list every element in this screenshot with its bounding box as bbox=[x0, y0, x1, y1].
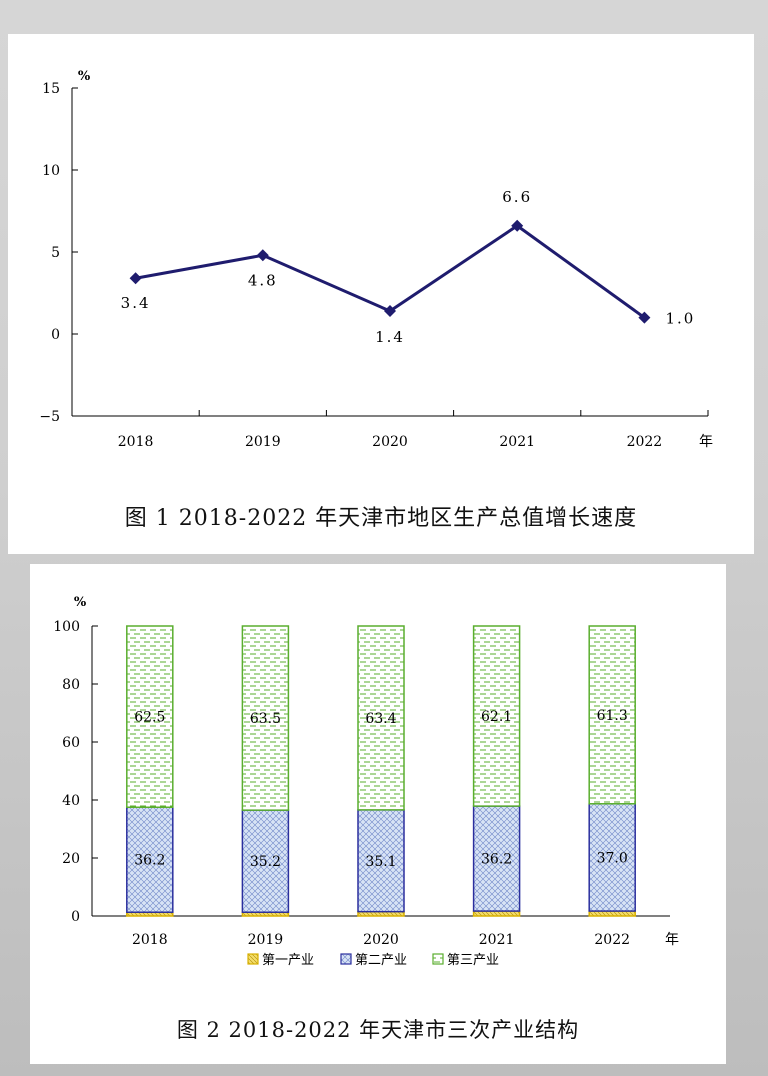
segment-value-label: 61.3 bbox=[597, 708, 628, 724]
data-label: 3.4 bbox=[121, 294, 151, 312]
segment-value-label: 35.2 bbox=[250, 854, 281, 870]
data-point-marker bbox=[256, 249, 269, 262]
legend-swatch bbox=[247, 953, 259, 965]
bar-segment-tertiary bbox=[357, 625, 405, 811]
industry-structure-stacked-bar-chart: % 年 100 80 60 40 20 0 2018 2019 2020 2021 2022 36.2 62… bbox=[53, 595, 679, 968]
segment-value-label: 62.5 bbox=[134, 710, 165, 726]
x-tick-label: 2019 bbox=[248, 932, 284, 948]
y-tick-label: 80 bbox=[62, 677, 80, 693]
y-tick-label: 100 bbox=[53, 619, 80, 635]
gdp-growth-line-chart: % 年 15 10 5 0 −5 2018 2019 2020 2021 2022 3.4 4.8 1.4 6… bbox=[39, 69, 713, 450]
bar-segment-secondary bbox=[588, 803, 636, 912]
data-label: 4.8 bbox=[248, 271, 278, 289]
x-tick-label: 2020 bbox=[363, 932, 399, 948]
y-tick-label: −5 bbox=[39, 409, 60, 425]
legend-swatch bbox=[340, 953, 352, 965]
data-point-marker bbox=[384, 305, 396, 318]
bar-segment-secondary bbox=[472, 805, 521, 912]
growth-line bbox=[135, 223, 646, 319]
x-unit-label: 年 bbox=[665, 932, 679, 948]
segment-value-label: 36.2 bbox=[481, 852, 512, 868]
y-tick-label: 60 bbox=[62, 735, 80, 751]
bar-segment-tertiary bbox=[588, 625, 636, 805]
y-tick-label: 40 bbox=[62, 793, 80, 809]
data-point-marker bbox=[638, 311, 651, 324]
x-tick-label: 2021 bbox=[499, 434, 535, 450]
x-tick-label: 2020 bbox=[372, 434, 408, 450]
data-point-marker bbox=[129, 272, 142, 285]
y-unit-label: % bbox=[78, 69, 91, 84]
data-label: 1.0 bbox=[665, 310, 695, 328]
x-unit-label: 年 bbox=[699, 434, 713, 450]
segment-value-label: 36.2 bbox=[134, 853, 165, 869]
legend-swatch bbox=[432, 953, 444, 965]
y-tick-label: 0 bbox=[71, 909, 80, 925]
data-point-marker bbox=[511, 219, 524, 232]
segment-value-label: 63.4 bbox=[365, 711, 396, 727]
bar-segment-secondary bbox=[357, 809, 405, 913]
segment-value-label: 35.1 bbox=[365, 854, 396, 870]
x-tick-label: 2021 bbox=[479, 932, 515, 948]
x-tick-label: 2022 bbox=[594, 932, 630, 948]
chart2-caption: 图 2 2018-2022 年天津市三次产业结构 bbox=[176, 1018, 580, 1042]
data-label: 1.4 bbox=[375, 328, 405, 346]
legend-label: 第一产业 bbox=[262, 953, 314, 968]
x-tick-label: 2019 bbox=[245, 434, 281, 450]
y-tick-label: 5 bbox=[51, 245, 60, 261]
chart2-panel: % 年 100 80 60 40 20 0 2018 2019 2020 2021 2022 36.2 62… bbox=[30, 564, 726, 1064]
data-label: 6.6 bbox=[502, 188, 532, 206]
legend-label: 第三产业 bbox=[447, 953, 499, 968]
legend-label: 第二产业 bbox=[355, 953, 407, 968]
bar-segment-tertiary bbox=[241, 625, 290, 811]
y-unit-label: % bbox=[74, 595, 87, 610]
y-tick-label: 0 bbox=[51, 327, 60, 343]
bar-segment-tertiary bbox=[126, 625, 174, 808]
y-tick-label: 10 bbox=[42, 163, 60, 179]
x-tick-label: 2018 bbox=[118, 434, 154, 450]
chart1-caption: 图 1 2018-2022 年天津市地区生产总值增长速度 bbox=[124, 506, 638, 531]
segment-value-label: 37.0 bbox=[597, 850, 628, 866]
chart1-panel: % 年 15 10 5 0 −5 2018 2019 2020 2021 2022 3.4 4.8 1.4 6… bbox=[8, 34, 754, 554]
segment-value-label: 62.1 bbox=[481, 709, 512, 725]
x-tick-label: 2022 bbox=[627, 434, 663, 450]
segment-value-label: 63.5 bbox=[250, 711, 281, 727]
y-tick-label: 20 bbox=[62, 851, 80, 867]
y-tick-label: 15 bbox=[42, 81, 60, 97]
bar-segment-tertiary bbox=[472, 625, 521, 807]
chart2-legend: 第一产业 第二产业 第三产业 bbox=[247, 953, 499, 968]
x-tick-label: 2018 bbox=[132, 932, 168, 948]
